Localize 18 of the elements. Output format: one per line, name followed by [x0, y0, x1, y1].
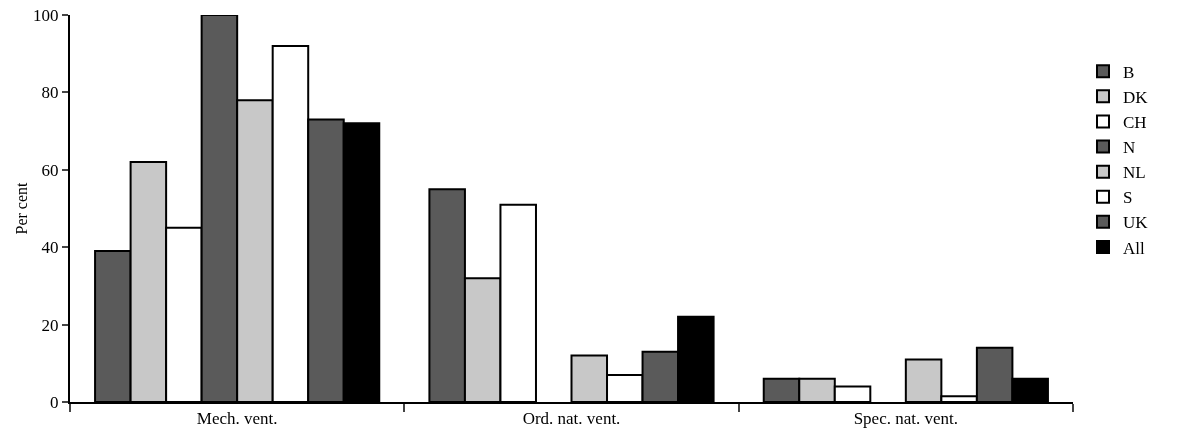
legend-label: NL	[1123, 163, 1146, 183]
y-tick-label: 0	[50, 392, 59, 412]
y-axis-title: Per cent	[13, 181, 30, 235]
y-tick-label: 100	[33, 5, 59, 25]
legend-label: B	[1123, 62, 1135, 82]
legend-label: UK	[1123, 213, 1149, 233]
y-tick-label: 40	[41, 238, 59, 258]
x-tick-label: Spec. nat. vent.	[853, 409, 958, 429]
legend-label: S	[1123, 188, 1133, 208]
x-tick-label: Mech. vent.	[196, 409, 278, 429]
legend-label: N	[1123, 138, 1136, 158]
legend-label: DK	[1123, 87, 1149, 107]
y-tick-label: 20	[41, 315, 59, 335]
legend-label: CH	[1123, 113, 1147, 133]
legend-label: All	[1123, 238, 1146, 258]
y-tick-label: 60	[41, 160, 59, 180]
x-tick-label: Ord. nat. vent.	[522, 409, 621, 429]
y-tick-label: 80	[41, 83, 59, 103]
